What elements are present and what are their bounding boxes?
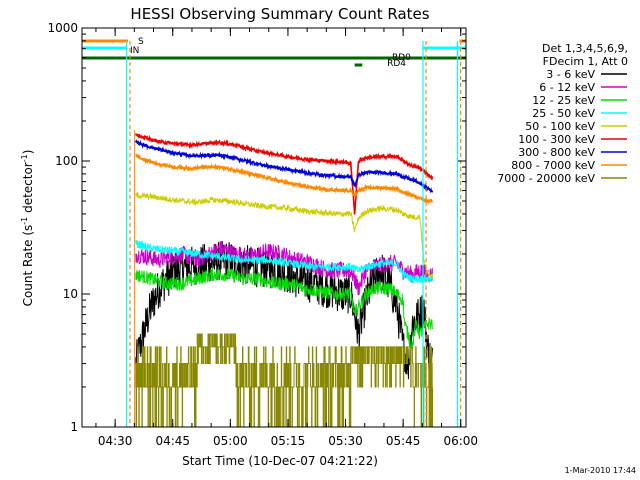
footer-date: 1-Mar-2010 17:44 <box>565 466 636 475</box>
y-tick-label: 10 <box>63 287 78 301</box>
series-line-50-100-kev <box>135 191 434 279</box>
x-tick-label: 05:15 <box>271 434 306 448</box>
y-axis-label-part2: detector <box>21 162 35 217</box>
y-axis-label: Count Rate (s-1 detector-1) <box>20 150 35 307</box>
plot-series-layer <box>135 133 434 428</box>
legend-label: 12 - 25 keV <box>532 94 595 107</box>
x-tick-label: 05:45 <box>386 434 421 448</box>
y-tick-label: 100 <box>55 154 78 168</box>
annotation-in: IN <box>130 46 139 56</box>
x-tick-label: 04:45 <box>155 434 190 448</box>
legend-title-line1: Det 1,3,4,5,6,9, <box>542 42 628 55</box>
legend-label: 3 - 6 keV <box>546 68 595 81</box>
x-tick-label: 05:00 <box>213 434 248 448</box>
x-tick-label: 04:30 <box>98 434 133 448</box>
series-line-800-7000-kev <box>135 153 434 205</box>
x-axis-label: Start Time (10-Dec-07 04:21:22) <box>182 454 378 468</box>
annotation-s: S <box>138 37 144 47</box>
plot-frame <box>81 27 467 428</box>
series-line-100-300-kev <box>135 133 434 215</box>
series-line-300-800-kev <box>135 139 434 194</box>
y-axis-label-part1: Count Rate (s <box>21 225 35 307</box>
series-line-25-50-kev <box>135 239 434 285</box>
y-axis: 1 10 100 1000 <box>47 21 466 434</box>
legend-label: 300 - 800 keV <box>518 146 595 159</box>
y-axis-label-sup2: -1 <box>20 154 29 162</box>
legend-label: 25 - 50 keV <box>532 107 595 120</box>
legend-label: 7000 - 20000 keV <box>497 172 595 185</box>
y-axis-label-part3: ) <box>21 150 35 155</box>
x-tick-label: 06:00 <box>443 434 478 448</box>
y-tick-label: 1000 <box>47 21 78 35</box>
x-tick-label: 05:30 <box>328 434 363 448</box>
legend-title-line2: FDecim 1, Att 0 <box>543 55 628 68</box>
legend-label: 800 - 7000 keV <box>511 159 595 172</box>
x-axis: 04:30 04:45 05:00 05:15 05:30 05:45 06:00 <box>95 28 478 448</box>
legend-label: 6 - 12 keV <box>539 81 595 94</box>
legend-label: 50 - 100 keV <box>525 120 595 133</box>
legend-label: 100 - 300 keV <box>518 133 595 146</box>
y-tick-label: 1 <box>70 420 78 434</box>
y-axis-label-sup1: -1 <box>20 217 29 225</box>
annotation-rd0: RD0 <box>392 53 411 63</box>
chart-title: HESSI Observing Summary Count Rates <box>130 5 429 23</box>
annotation-rd4: RD4 <box>387 59 406 69</box>
series-line-12-25-kev <box>135 267 434 351</box>
